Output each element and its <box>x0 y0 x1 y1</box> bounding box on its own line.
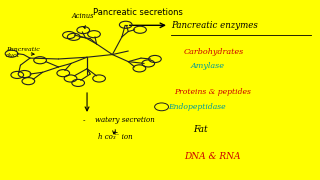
Text: DNA & RNA: DNA & RNA <box>184 152 240 161</box>
Text: Carbohydrates: Carbohydrates <box>184 48 244 56</box>
Text: Amylase: Amylase <box>190 62 224 70</box>
Text: Pancreatic
duct: Pancreatic duct <box>6 47 40 58</box>
Text: Pancreatic enzymes: Pancreatic enzymes <box>171 21 258 30</box>
Text: Fat: Fat <box>193 125 208 134</box>
Text: Endopeptidase: Endopeptidase <box>168 103 226 111</box>
Text: +: + <box>111 127 117 136</box>
Text: Acinus: Acinus <box>71 12 93 20</box>
Text: Pancreatic secretions: Pancreatic secretions <box>93 8 183 17</box>
Text: Proteins & peptides: Proteins & peptides <box>174 88 251 96</box>
Text: h co₃⁻ ion: h co₃⁻ ion <box>98 133 133 141</box>
Text: watery secretion: watery secretion <box>95 116 155 124</box>
Text: -: - <box>82 117 85 123</box>
